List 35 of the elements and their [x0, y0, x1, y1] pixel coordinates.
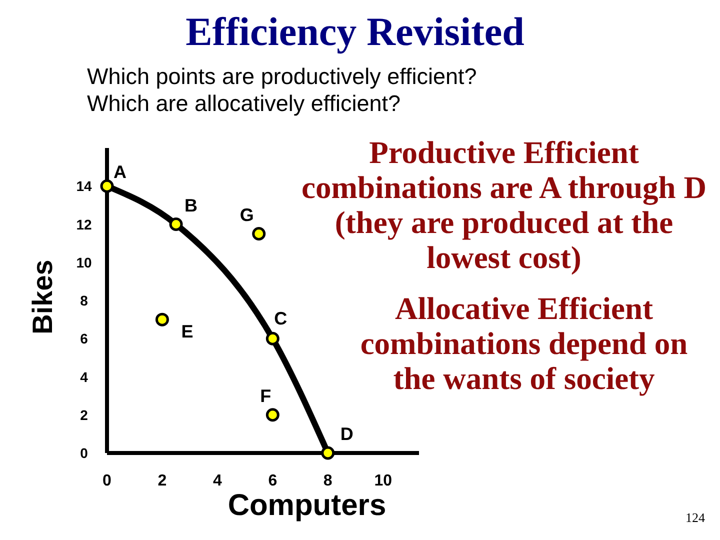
x-tick-label: 8 [323, 472, 332, 490]
annotation: Productive Efficient combinations are A through D (they are produced at the lowest cost) [302, 135, 706, 275]
y-axis-title: Bikes [27, 260, 58, 334]
y-tick-label: 2 [80, 406, 88, 423]
annotation: D [340, 424, 354, 444]
y-tick-label: 4 [80, 368, 88, 385]
point [169, 218, 183, 231]
chart-title: Efficiency Revisited [186, 9, 524, 54]
point [252, 227, 266, 241]
x-tick-label: 2 [158, 472, 167, 490]
x-tick-label: 10 [374, 472, 392, 490]
annotation: G [240, 204, 254, 225]
x-tick-label: 6 [268, 472, 278, 490]
text: 124 [686, 510, 706, 525]
annotation: F [260, 386, 272, 406]
annotation: C [274, 308, 288, 329]
x-axis-title: Computers [228, 489, 386, 522]
point [266, 332, 280, 346]
y-tick-label: 12 [76, 216, 92, 232]
y-tick-label: 10 [76, 254, 92, 270]
x-tick-label: 0 [102, 472, 112, 490]
y-tick-label: 14 [76, 178, 92, 194]
y-tick-label: 8 [80, 292, 88, 308]
x-tick-label: 4 [212, 472, 222, 490]
point [155, 312, 169, 326]
point [266, 408, 280, 422]
annotation: A [114, 162, 126, 182]
y-tick-label: 6 [80, 330, 88, 347]
annotation: E [181, 322, 194, 342]
chart-subtitle: Which points are productively efficient? Which are allocatively efficient? [87, 64, 477, 116]
annotation: Allocative Efficient combinations depend on the wants of society [360, 291, 688, 396]
point [321, 446, 335, 460]
annotation: B [184, 195, 198, 216]
point [100, 179, 114, 193]
y-tick-label: 0 [80, 445, 88, 461]
